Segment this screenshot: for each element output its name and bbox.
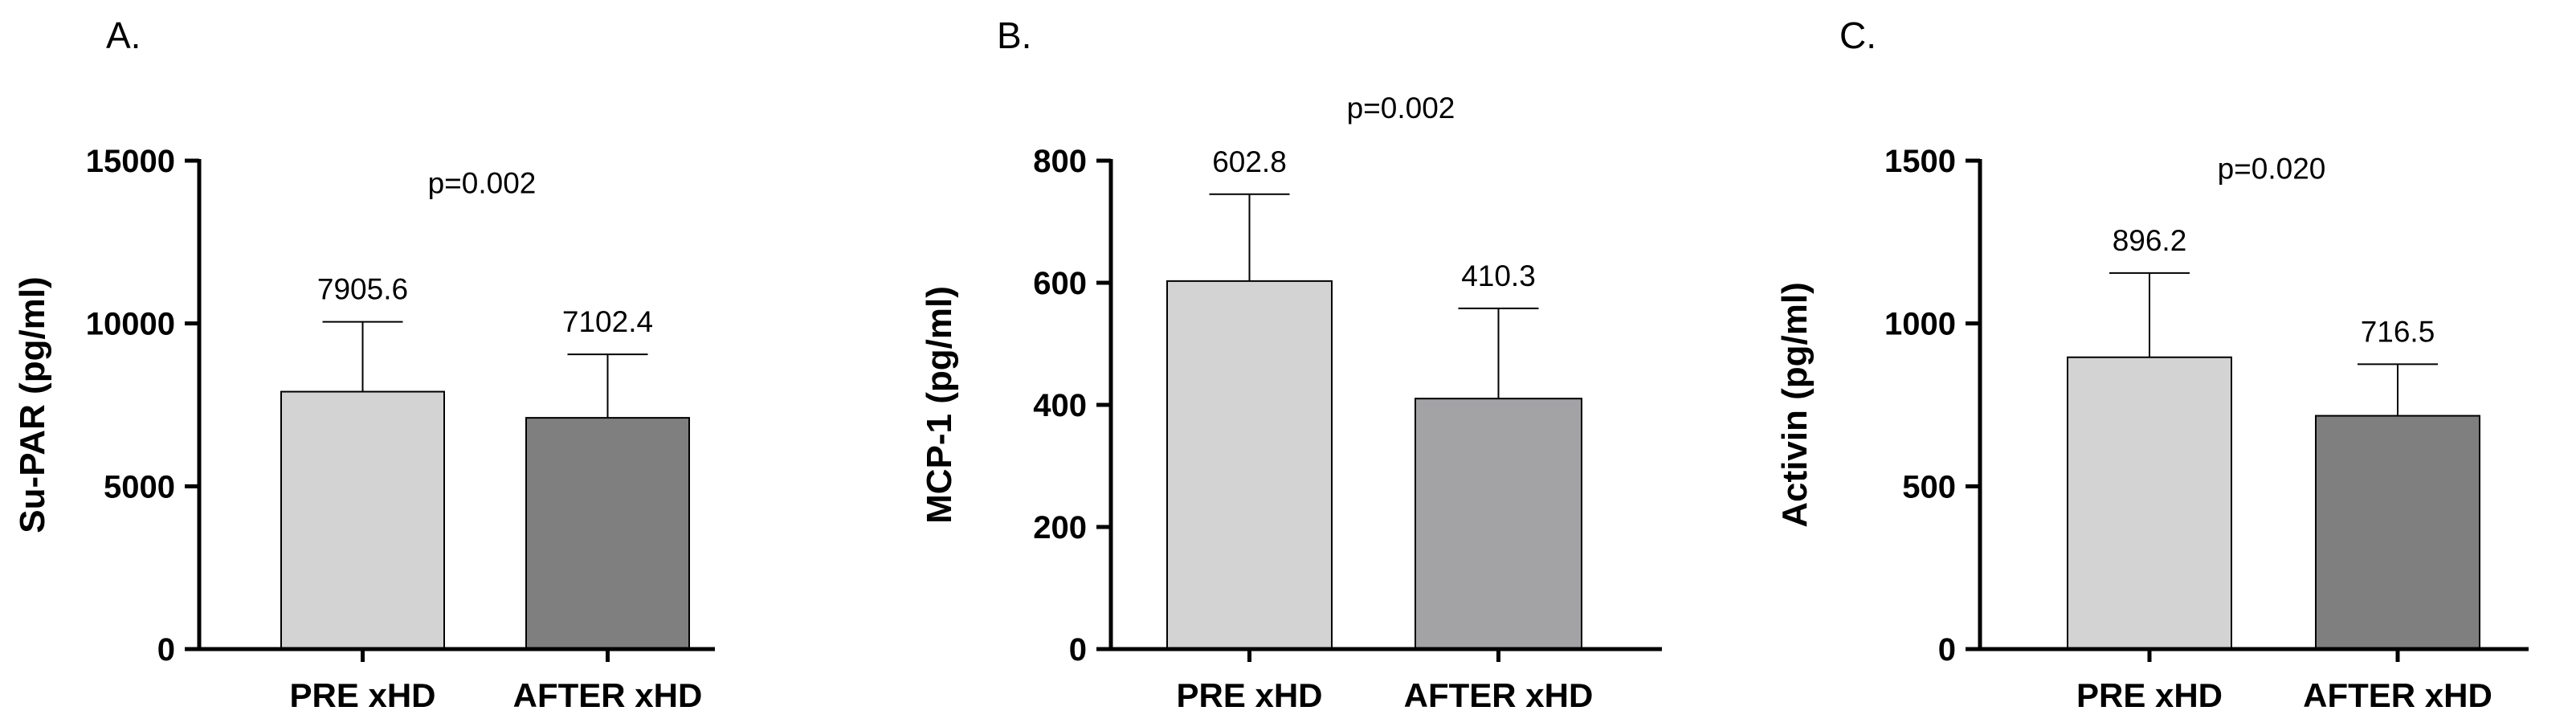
y-tick-label: 5000 <box>104 469 175 504</box>
y-tick-label: 200 <box>1033 510 1087 545</box>
y-tick-label: 1000 <box>1884 307 1956 342</box>
y-axis-label: MCP-1 (pg/ml) <box>920 286 959 524</box>
panel-a: A. 7905.6 PRE xHD 7102.4 AFTER xHD 0 5000 10000… <box>0 0 859 727</box>
panel-letter: C. <box>1839 14 1876 56</box>
x-tick-label: PRE xHD <box>2076 676 2223 714</box>
bar-after-xhd <box>1415 398 1582 650</box>
p-value-annotation: p=0.002 <box>1347 92 1455 125</box>
data-label: 896.2 <box>2113 224 2187 257</box>
panel-c: C. 896.2 PRE xHD 716.5 AFTER xHD 0 500 1000 1500… <box>1717 0 2576 727</box>
x-tick-label: PRE xHD <box>1176 676 1322 714</box>
y-tick-label: 0 <box>1069 632 1087 668</box>
y-tick-label: 500 <box>1902 469 1956 504</box>
y-tick-label: 0 <box>1938 632 1956 668</box>
bar-after-xhd <box>2315 415 2480 650</box>
chart-activin: C. 896.2 PRE xHD 716.5 AFTER xHD 0 500 1000 1500… <box>1775 14 2529 714</box>
y-tick-label: 600 <box>1033 266 1087 301</box>
bar-after-xhd <box>525 417 690 650</box>
data-label: 7905.6 <box>317 273 408 306</box>
y-tick-label: 1500 <box>1884 144 1956 179</box>
y-axis-label: Activin (pg/ml) <box>1775 282 1815 528</box>
x-tick-label: PRE xHD <box>289 676 435 714</box>
y-tick-label: 15000 <box>86 144 175 179</box>
x-tick-label: AFTER xHD <box>2303 676 2492 714</box>
panel-letter: B. <box>997 14 1031 56</box>
bar-pre-xhd <box>280 390 445 650</box>
data-label: 716.5 <box>2361 315 2435 348</box>
bar-pre-xhd <box>1166 280 1333 650</box>
y-tick-label: 800 <box>1033 144 1087 179</box>
panel-letter: A. <box>106 14 141 56</box>
data-label: 7102.4 <box>562 305 653 338</box>
chart-su-par: A. 7905.6 PRE xHD 7102.4 AFTER xHD 0 5000 10000… <box>13 14 715 714</box>
x-tick-label: AFTER xHD <box>1404 676 1594 714</box>
bar-pre-xhd <box>2067 356 2232 650</box>
y-axis-label: Su-PAR (pg/ml) <box>13 276 52 533</box>
y-tick-label: 10000 <box>86 307 175 342</box>
p-value-annotation: p=0.020 <box>2218 152 2326 185</box>
panel-b: B. 602.8 PRE xHD 410.3 AFTER xHD 0 200 400 600 80… <box>859 0 1717 727</box>
p-value-annotation: p=0.002 <box>428 167 537 200</box>
x-tick-label: AFTER xHD <box>513 676 703 714</box>
chart-mcp-1: B. 602.8 PRE xHD 410.3 AFTER xHD 0 200 400 600 80… <box>920 14 1662 714</box>
data-label: 410.3 <box>1461 259 1536 292</box>
y-tick-label: 400 <box>1033 388 1087 423</box>
data-label: 602.8 <box>1212 145 1287 178</box>
y-tick-label: 0 <box>157 632 175 668</box>
